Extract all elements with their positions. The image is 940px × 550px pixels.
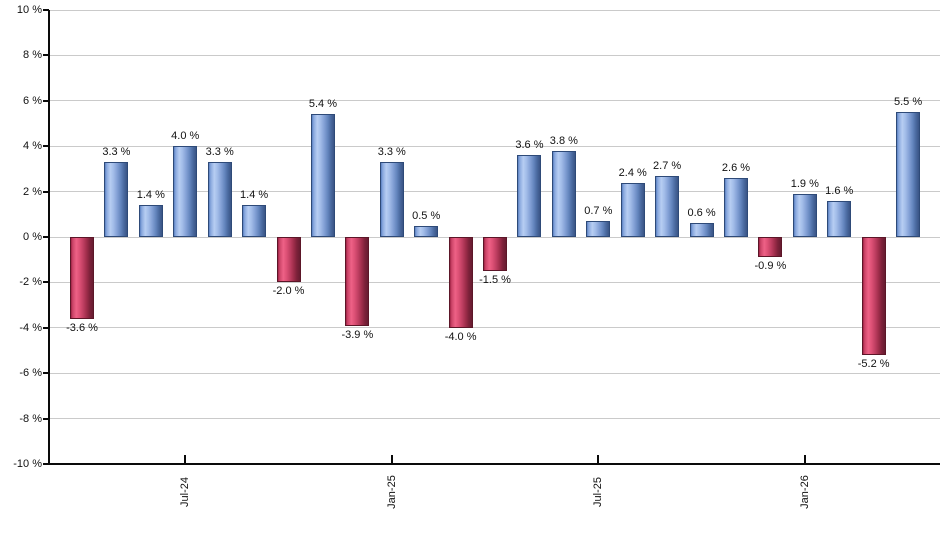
- bar-value-label: -3.9 %: [341, 328, 374, 341]
- bar-value-label: 2.7 %: [653, 159, 682, 172]
- y-axis-tick: [43, 54, 49, 57]
- y-axis-label: 6 %: [23, 94, 42, 107]
- y-axis-label: -6 %: [19, 367, 42, 380]
- gridline: [49, 54, 940, 56]
- bar: [448, 237, 473, 328]
- bar: [861, 237, 886, 356]
- y-axis-label: 4 %: [23, 140, 42, 153]
- bar-value-label: 0.7 %: [584, 205, 613, 218]
- gridline: [49, 327, 940, 329]
- bar: [70, 237, 94, 319]
- x-axis-label: Jul-25: [592, 477, 605, 507]
- bar: [723, 177, 748, 237]
- x-axis-tick: [184, 455, 187, 464]
- bar-value-label: 5.5 %: [894, 96, 923, 109]
- bar: [792, 193, 817, 237]
- x-axis-label: Jul-24: [179, 477, 192, 507]
- bar: [242, 205, 267, 237]
- y-axis-tick: [43, 190, 49, 193]
- y-axis-label: 2 %: [23, 185, 42, 198]
- x-axis-label: Jan-25: [385, 475, 398, 509]
- gridline: [49, 145, 940, 147]
- bar: [551, 150, 576, 237]
- bar: [483, 237, 508, 272]
- bar-value-label: -3.6 %: [66, 321, 98, 334]
- y-axis-tick: [43, 326, 49, 329]
- y-axis-tick: [43, 281, 49, 284]
- bar-value-label: 2.4 %: [618, 166, 647, 179]
- bar-value-label: 0.5 %: [412, 209, 441, 222]
- bar-value-label: 1.4 %: [240, 189, 269, 202]
- y-axis-tick: [43, 145, 49, 148]
- bar: [138, 205, 163, 237]
- bar: [345, 237, 370, 326]
- bar-value-label: 1.4 %: [136, 189, 165, 202]
- bar-value-label: 1.9 %: [790, 177, 819, 190]
- bar: [620, 182, 645, 237]
- bar: [896, 112, 921, 237]
- bar: [689, 223, 714, 237]
- gridline: [49, 372, 940, 374]
- x-axis-label: Jan-26: [798, 475, 811, 509]
- bar-value-label: -0.9 %: [754, 260, 787, 273]
- x-axis-line: [48, 463, 940, 465]
- gridline: [49, 191, 940, 193]
- y-axis-tick: [43, 236, 49, 238]
- x-axis-tick: [597, 455, 600, 464]
- bar: [827, 200, 852, 237]
- gridline: [49, 281, 940, 283]
- bar-value-label: 3.6 %: [515, 139, 544, 152]
- x-axis-tick: [803, 455, 806, 464]
- y-axis-label: -4 %: [19, 321, 42, 334]
- bar: [104, 162, 129, 237]
- bar: [517, 155, 542, 237]
- bar-value-label: 4.0 %: [171, 130, 200, 143]
- bar-value-label: 5.4 %: [308, 98, 338, 111]
- bar: [586, 221, 611, 237]
- bar-value-label: -2.0 %: [272, 285, 305, 298]
- bar-value-label: -5.2 %: [857, 358, 890, 371]
- y-axis-label: -10 %: [13, 458, 42, 470]
- bar: [207, 162, 232, 237]
- x-axis-tick: [390, 455, 393, 464]
- y-axis-line: [48, 10, 50, 465]
- bar: [173, 146, 198, 237]
- bar-value-label: 3.3 %: [102, 146, 131, 159]
- y-axis-tick: [43, 417, 49, 420]
- bar-value-label: 1.6 %: [825, 184, 854, 197]
- y-axis-label: 8 %: [23, 49, 42, 62]
- bar: [379, 162, 404, 237]
- bar-value-label: 0.6 %: [687, 207, 716, 220]
- y-axis-label: 10 %: [16, 4, 42, 16]
- y-axis-label: 0 %: [23, 231, 42, 243]
- bar-value-label: 2.6 %: [721, 161, 751, 174]
- bar-value-label: 3.8 %: [549, 134, 578, 147]
- y-axis-label: -8 %: [19, 412, 42, 425]
- gridline: [49, 100, 940, 102]
- gridline: [49, 9, 940, 11]
- y-axis-tick: [43, 372, 49, 375]
- y-axis-tick: [43, 99, 49, 102]
- y-axis-tick: [43, 463, 49, 465]
- bar-value-label: -4.0 %: [444, 330, 477, 343]
- bar: [758, 237, 783, 258]
- bar-value-label: 3.3 %: [377, 146, 406, 159]
- bar: [310, 114, 335, 237]
- y-axis-tick: [43, 9, 49, 11]
- gridline: [49, 418, 940, 420]
- bar: [655, 175, 680, 237]
- y-axis-label: -2 %: [19, 276, 42, 289]
- bar: [276, 237, 301, 283]
- bar-value-label: -1.5 %: [479, 274, 511, 287]
- bar: [414, 225, 439, 237]
- bar-value-label: 3.3 %: [205, 146, 234, 159]
